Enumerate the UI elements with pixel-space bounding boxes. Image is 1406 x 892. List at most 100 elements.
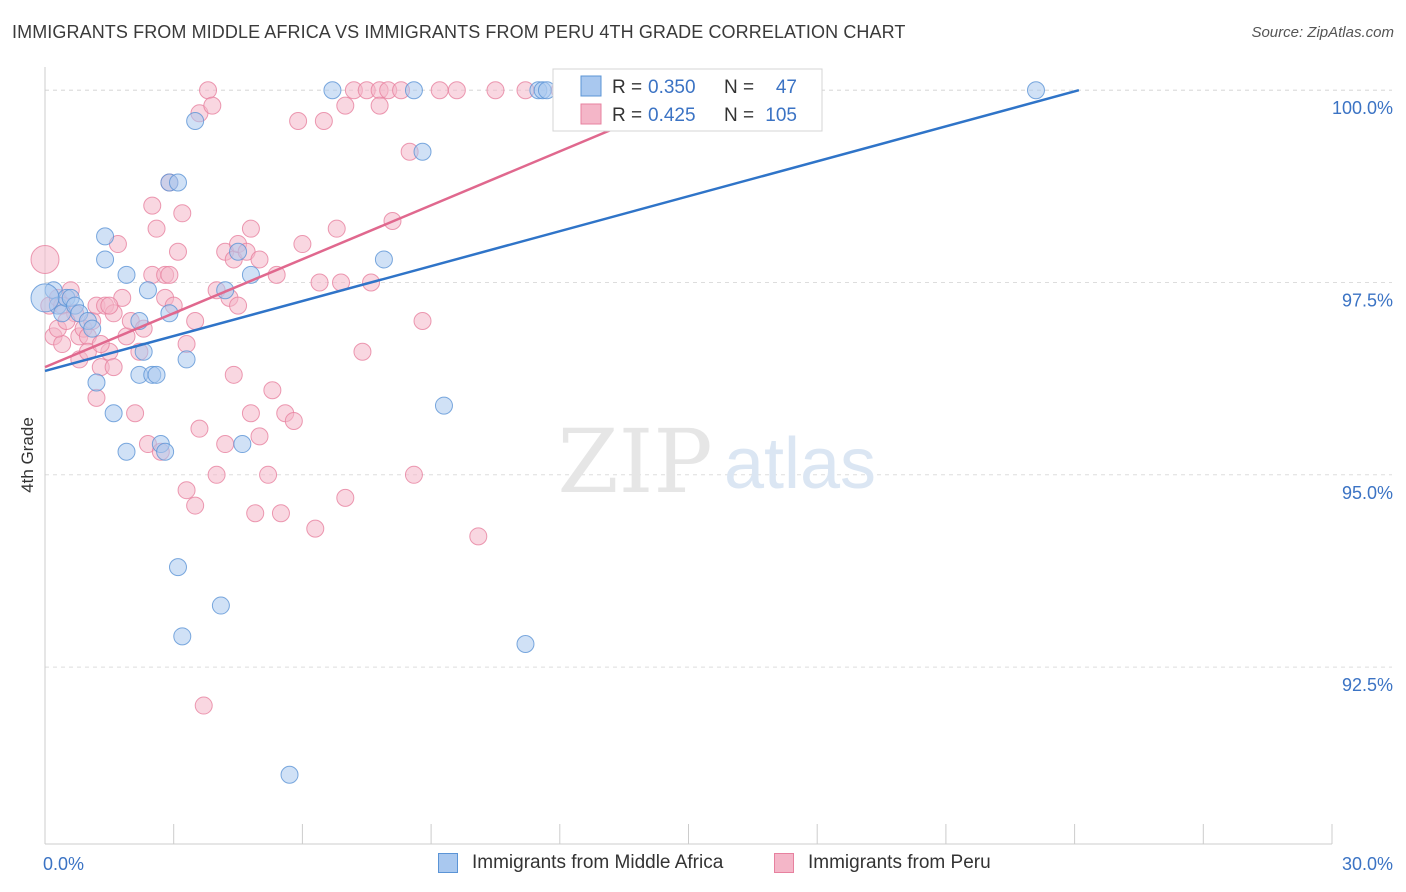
point-middle-africa bbox=[413, 142, 432, 161]
watermark-atlas: atlas bbox=[724, 424, 876, 504]
point-peru bbox=[250, 250, 269, 269]
point-peru bbox=[263, 381, 282, 400]
point-peru bbox=[306, 519, 325, 538]
point-middle-africa bbox=[229, 242, 248, 261]
point-peru bbox=[447, 81, 466, 100]
point-peru bbox=[207, 465, 226, 484]
stats-n-value: 47 bbox=[776, 77, 797, 98]
point-peru bbox=[194, 696, 213, 715]
point-peru bbox=[486, 81, 505, 100]
point-peru bbox=[310, 273, 329, 292]
point-middle-africa bbox=[1026, 81, 1045, 100]
point-peru bbox=[229, 296, 248, 315]
point-peru bbox=[370, 96, 389, 115]
point-peru bbox=[143, 196, 162, 215]
point-peru bbox=[413, 311, 432, 330]
trend-lines bbox=[44, 89, 1080, 373]
point-middle-africa bbox=[147, 365, 166, 384]
point-peru bbox=[100, 296, 119, 315]
y-tick-labels: 92.5% 95.0% 97.5% 100.0% bbox=[1332, 98, 1393, 695]
point-peru bbox=[259, 465, 278, 484]
stats-n-label: N = bbox=[724, 105, 754, 126]
x-tick-labels: 0.0% 30.0% bbox=[43, 854, 1393, 874]
point-peru bbox=[289, 111, 308, 130]
point-peru bbox=[87, 388, 106, 407]
point-peru bbox=[336, 96, 355, 115]
point-peru bbox=[241, 219, 260, 238]
point-middle-africa bbox=[177, 350, 196, 369]
stats-r-value: 0.350 bbox=[648, 77, 696, 98]
legend-swatch-blue bbox=[438, 853, 458, 873]
trend-line-peru bbox=[44, 89, 707, 369]
point-peru bbox=[160, 265, 179, 284]
point-peru bbox=[186, 311, 205, 330]
point-middle-africa bbox=[374, 250, 393, 269]
point-middle-africa bbox=[83, 319, 102, 338]
point-middle-africa bbox=[434, 396, 453, 415]
point-peru bbox=[186, 496, 205, 515]
series-legend: Immigrants from Middle Africa Immigrants… bbox=[0, 852, 1406, 876]
stats-legend-blue-swatch bbox=[580, 75, 602, 97]
stats-n-value: 105 bbox=[765, 105, 797, 126]
point-peru bbox=[224, 365, 243, 384]
point-middle-africa bbox=[96, 227, 115, 246]
point-peru bbox=[293, 235, 312, 254]
stats-r-label: R = bbox=[612, 105, 642, 126]
stats-legend-pink-swatch bbox=[580, 103, 602, 125]
legend-item-middle-africa: Immigrants from Middle Africa bbox=[438, 852, 723, 874]
x-tick-label: 0.0% bbox=[43, 854, 84, 874]
axes bbox=[44, 67, 1333, 845]
point-peru bbox=[404, 465, 423, 484]
point-peru bbox=[173, 204, 192, 223]
point-peru bbox=[126, 404, 145, 423]
point-middle-africa bbox=[117, 265, 136, 284]
point-middle-africa bbox=[323, 81, 342, 100]
point-peru bbox=[168, 242, 187, 261]
point-middle-africa bbox=[168, 173, 187, 192]
y-tick-label: 97.5% bbox=[1342, 291, 1393, 311]
x-tick-label: 30.0% bbox=[1342, 854, 1393, 874]
point-peru bbox=[250, 427, 269, 446]
legend-swatch-pink bbox=[774, 853, 794, 873]
point-middle-africa bbox=[211, 596, 230, 615]
point-middle-africa bbox=[516, 635, 535, 654]
gridlines bbox=[45, 89, 1392, 668]
stats-r-label: R = bbox=[612, 77, 642, 98]
point-peru bbox=[327, 219, 346, 238]
point-middle-africa bbox=[96, 250, 115, 269]
point-peru bbox=[53, 335, 72, 354]
y-tick-label: 92.5% bbox=[1342, 675, 1393, 695]
y-tick-label: 95.0% bbox=[1342, 483, 1393, 503]
point-peru bbox=[246, 504, 265, 523]
point-peru bbox=[216, 435, 235, 454]
point-middle-africa bbox=[233, 435, 252, 454]
point-peru bbox=[271, 504, 290, 523]
point-middle-africa bbox=[280, 765, 299, 784]
point-peru bbox=[147, 219, 166, 238]
legend-item-peru: Immigrants from Peru bbox=[774, 852, 991, 874]
point-middle-africa bbox=[168, 558, 187, 577]
point-middle-africa bbox=[104, 404, 123, 423]
point-peru bbox=[177, 335, 196, 354]
point-peru bbox=[469, 527, 488, 546]
trend-line-middle-africa bbox=[44, 89, 1080, 373]
point-middle-africa bbox=[186, 111, 205, 130]
watermark: ZIP atlas bbox=[557, 410, 876, 513]
point-peru bbox=[353, 342, 372, 361]
point-middle-africa bbox=[87, 373, 106, 392]
series-middle-africa-points bbox=[30, 81, 1045, 784]
point-peru bbox=[190, 419, 209, 438]
y-tick-label: 100.0% bbox=[1332, 98, 1393, 118]
point-middle-africa bbox=[117, 442, 136, 461]
series-peru-points bbox=[30, 81, 698, 715]
point-middle-africa bbox=[138, 281, 157, 300]
point-middle-africa bbox=[30, 283, 60, 313]
stats-legend: R = 0.350 N = 47 R = 0.425 N = 105 bbox=[552, 68, 823, 132]
point-middle-africa bbox=[173, 627, 192, 646]
point-peru bbox=[203, 96, 222, 115]
point-peru bbox=[314, 111, 333, 130]
point-peru bbox=[177, 481, 196, 500]
point-peru bbox=[430, 81, 449, 100]
point-peru bbox=[30, 244, 60, 274]
